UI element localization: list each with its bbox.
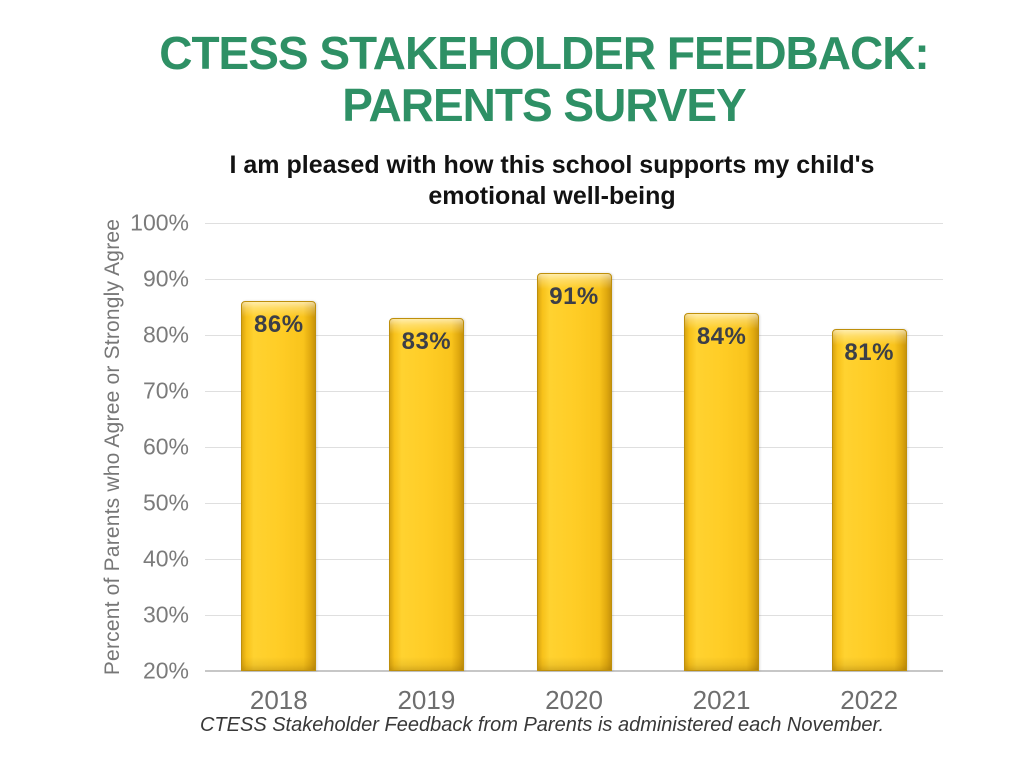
page-title-line-1: CTESS STAKEHOLDER FEEDBACK: xyxy=(159,27,930,79)
gridline-100 xyxy=(205,223,943,224)
y-axis-tick-label: 20% xyxy=(142,657,189,684)
bar-value-label: 91% xyxy=(549,283,599,311)
y-axis-tick-label: 80% xyxy=(142,321,189,348)
chart-subtitle: I am pleased with how this school suppor… xyxy=(80,150,1024,213)
y-axis-tick-label: 60% xyxy=(142,433,189,460)
x-axis-tick-label: 2022 xyxy=(840,685,899,715)
bar-2022: 81% xyxy=(831,329,907,671)
bar-value-label: 84% xyxy=(696,322,747,350)
bar-2019: 83% xyxy=(388,318,464,671)
page-title: CTESS STAKEHOLDER FEEDBACK: PARENTS SURV… xyxy=(72,27,1016,131)
bar-value-label: 81% xyxy=(844,339,894,367)
y-axis-tick-label: 40% xyxy=(142,545,189,572)
bar-2018: 86% xyxy=(241,301,317,671)
x-axis-tick-label: 2019 xyxy=(397,685,456,715)
bar-value-label: 83% xyxy=(401,328,452,356)
y-axis-tick-label: 70% xyxy=(142,377,189,404)
chart-subtitle-line-1: I am pleased with how this school suppor… xyxy=(229,151,875,179)
plot-area: 100% 90% 80% 70% 60% 50% 40% 30% 20% 86% 2018 83% 20… xyxy=(130,210,943,715)
page-title-line-2: PARENTS SURVEY xyxy=(342,78,747,131)
y-axis-title-text: Percent of Parents who Agree or Strongly… xyxy=(101,218,124,676)
bar-value-label: 86% xyxy=(254,311,304,339)
y-axis-title: Percent of Parents who Agree or Strongly… xyxy=(96,219,130,675)
bar-2020: 91% xyxy=(536,273,612,671)
x-axis-line xyxy=(205,670,943,672)
y-axis-tick-label: 50% xyxy=(142,489,189,516)
bar-2021: 84% xyxy=(684,312,760,671)
x-axis-tick-label: 2020 xyxy=(545,685,603,715)
y-axis-tick-label: 100% xyxy=(130,209,189,236)
chart-subtitle-line-2: emotional well-being xyxy=(428,182,676,211)
x-axis-tick-label: 2018 xyxy=(249,685,308,715)
y-axis-tick-label: 30% xyxy=(142,601,189,628)
x-axis-tick-label: 2021 xyxy=(692,685,751,715)
y-axis-tick-label: 90% xyxy=(142,265,189,292)
chart-caption: CTESS Stakeholder Feedback from Parents … xyxy=(199,714,884,736)
